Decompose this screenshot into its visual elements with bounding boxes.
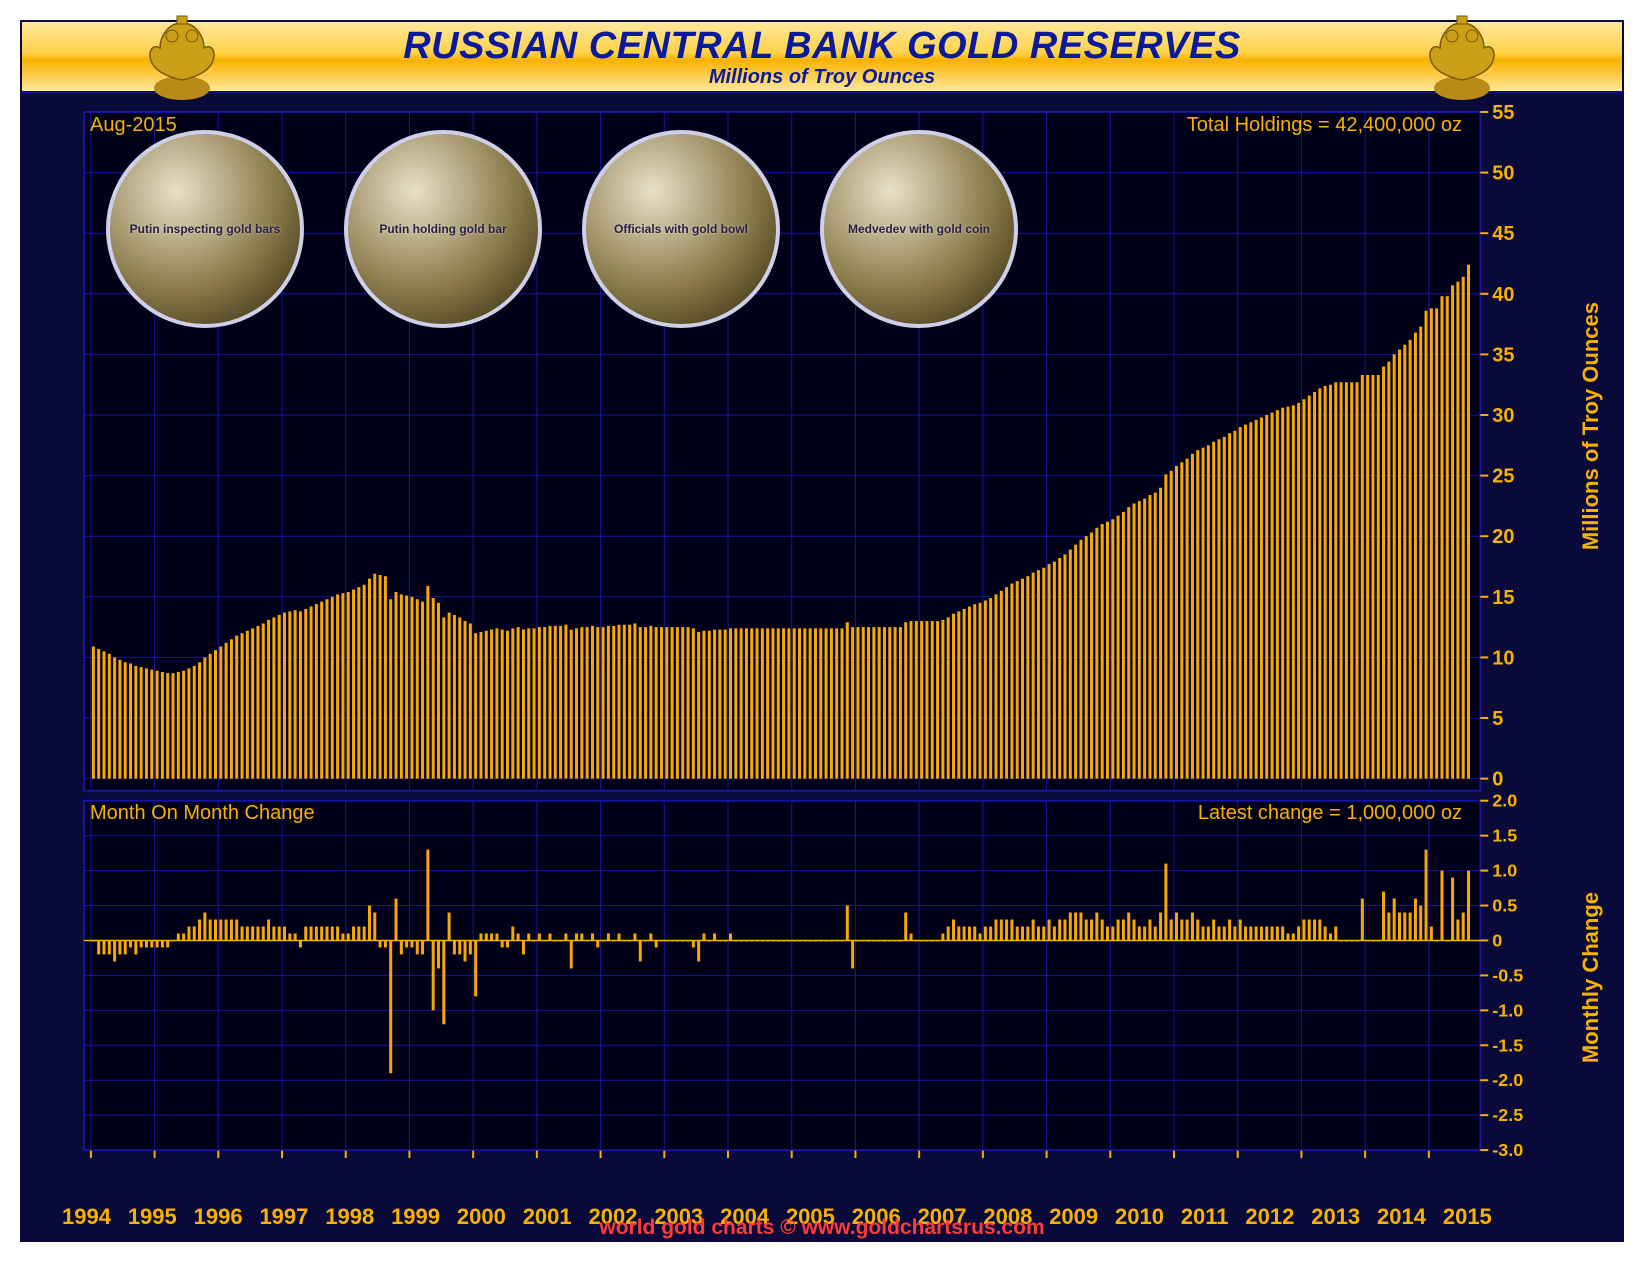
svg-text:2.0: 2.0 [1492,791,1517,811]
page-title: RUSSIAN CENTRAL BANK GOLD RESERVES [403,27,1241,65]
emblem-left-icon [132,8,232,108]
main-y-label: Millions of Troy Ounces [1578,302,1604,550]
photo-1 [106,130,304,328]
page-subtitle: Millions of Troy Ounces [403,67,1241,87]
svg-text:15: 15 [1492,587,1514,609]
svg-text:35: 35 [1492,344,1514,366]
photo-strip [106,130,1018,328]
svg-text:1.0: 1.0 [1492,861,1517,881]
svg-text:-1.0: -1.0 [1492,1000,1523,1020]
svg-text:5: 5 [1492,708,1503,730]
total-holdings-annot: Total Holdings = 42,400,000 oz [1187,114,1462,137]
date-annot: Aug-2015 [90,114,177,137]
svg-text:0.5: 0.5 [1492,896,1517,916]
header-band: RUSSIAN CENTRAL BANK GOLD RESERVES Milli… [22,22,1622,94]
mom-y-label: Monthly Change [1578,892,1604,1063]
svg-text:10: 10 [1492,647,1514,669]
svg-text:25: 25 [1492,466,1514,488]
svg-text:55: 55 [1492,102,1514,124]
svg-text:0: 0 [1492,769,1503,791]
svg-text:-2.5: -2.5 [1492,1105,1523,1125]
svg-text:45: 45 [1492,223,1514,245]
svg-text:-3.0: -3.0 [1492,1140,1523,1160]
attribution: world gold charts © www.goldchartsrus.co… [22,1216,1622,1240]
photo-3 [582,130,780,328]
svg-text:-2.0: -2.0 [1492,1070,1523,1090]
photo-2 [344,130,542,328]
emblem-right-icon [1412,8,1512,108]
svg-text:-1.5: -1.5 [1492,1035,1523,1055]
svg-text:20: 20 [1492,526,1514,548]
svg-text:50: 50 [1492,163,1514,185]
mom-annot: Month On Month Change [90,802,315,825]
svg-text:40: 40 [1492,284,1514,306]
latest-change-annot: Latest change = 1,000,000 oz [1198,802,1462,825]
photo-4 [820,130,1018,328]
svg-text:-0.5: -0.5 [1492,965,1523,985]
svg-text:0: 0 [1492,930,1502,950]
svg-text:30: 30 [1492,405,1514,427]
svg-text:1.5: 1.5 [1492,826,1517,846]
